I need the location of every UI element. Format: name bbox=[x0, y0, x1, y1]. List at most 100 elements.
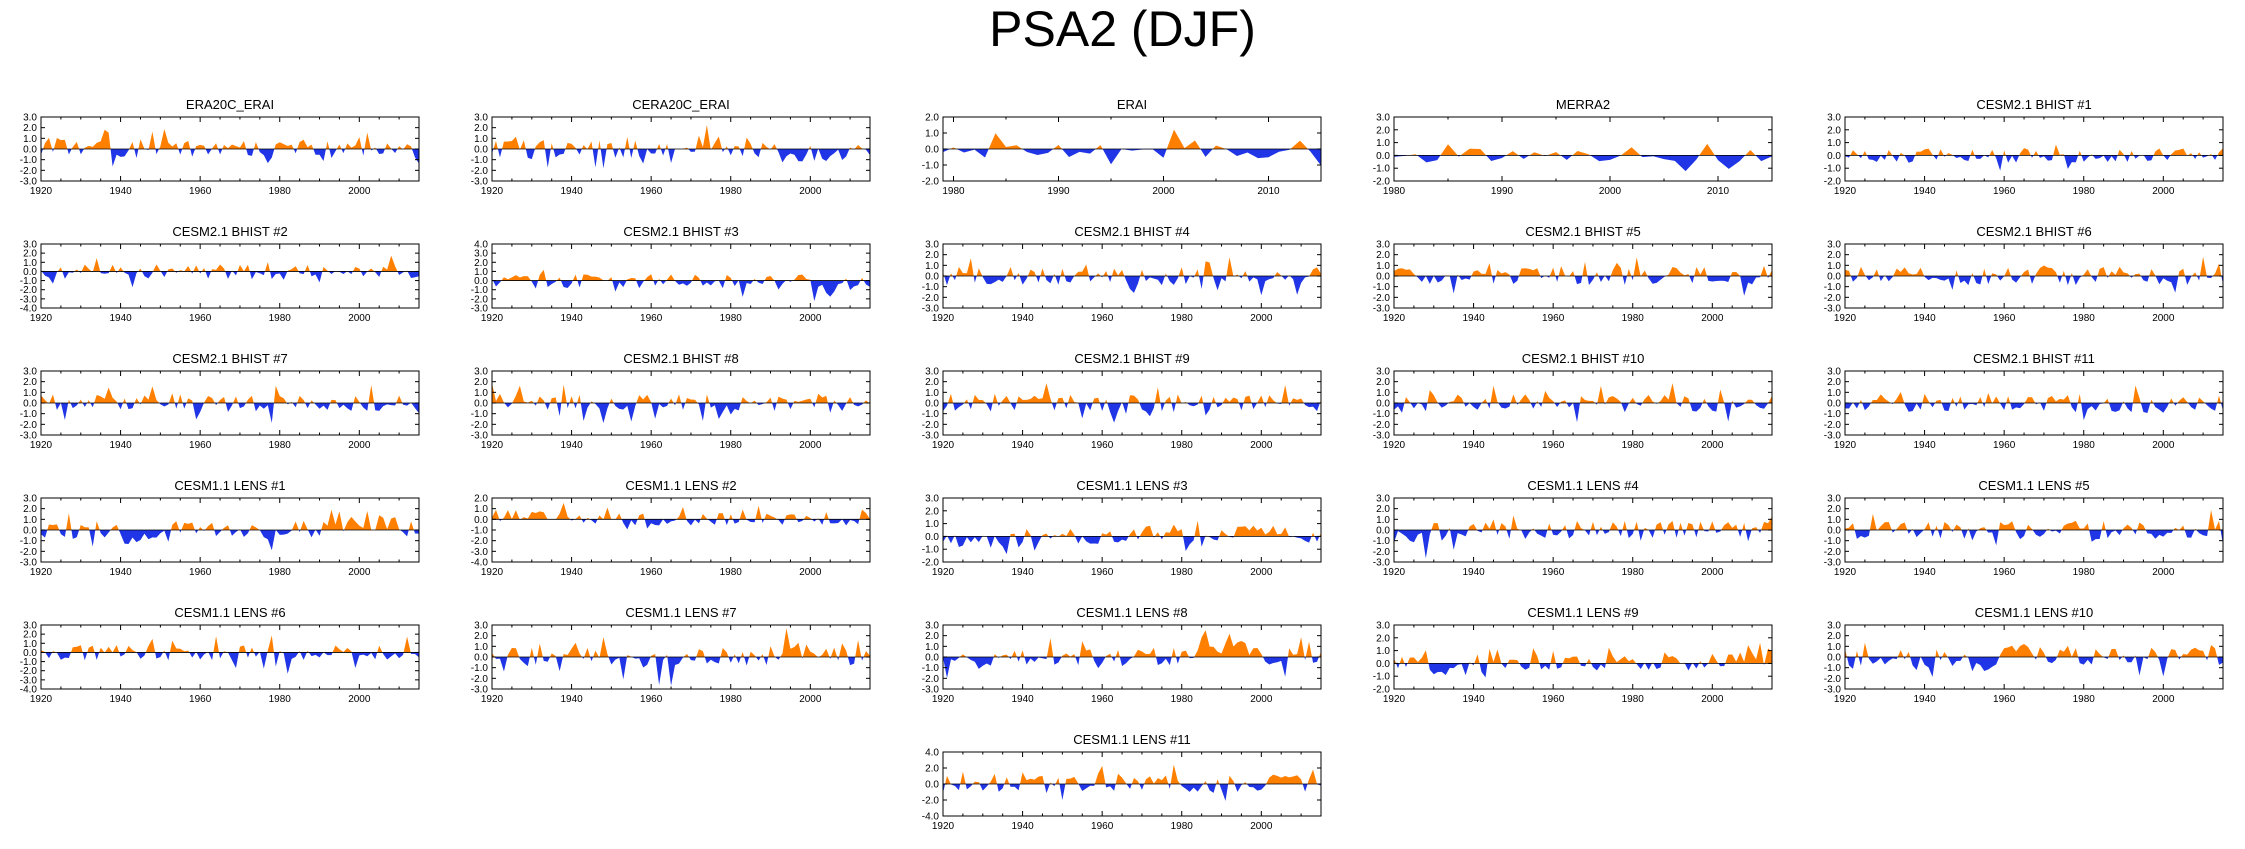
y-tick-label: -1.0 bbox=[922, 161, 940, 172]
y-tick-label: 3.0 bbox=[1376, 113, 1390, 124]
y-tick-label: -2.0 bbox=[1824, 420, 1842, 431]
y-tick-label: 2.0 bbox=[23, 123, 37, 134]
y-tick-label: 1.0 bbox=[23, 258, 37, 269]
y-tick-label: 2.0 bbox=[1827, 377, 1841, 388]
negative-anomaly-fill bbox=[1854, 530, 2223, 546]
x-tick-label: 2000 bbox=[1250, 440, 1273, 451]
x-tick-label: 1960 bbox=[1091, 440, 1114, 451]
panel-cesm1-1-lens-1: CESM1.1 LENS #1 -3.0-2.0-1.00.01.02.03.0 1… bbox=[20, 478, 420, 578]
positive-anomaly-fill bbox=[1394, 257, 1772, 276]
y-tick-label: 1.0 bbox=[23, 134, 37, 145]
x-tick-label: 1980 bbox=[720, 440, 743, 451]
y-tick-label: 2.0 bbox=[23, 630, 37, 641]
panel-title: CESM1.1 LENS #9 bbox=[1527, 605, 1638, 620]
y-tick-label: 0.0 bbox=[474, 145, 488, 156]
plot-frame bbox=[491, 497, 871, 563]
negative-anomaly-fill bbox=[944, 276, 1310, 296]
panel-title: CESM1.1 LENS #5 bbox=[1978, 478, 2089, 493]
y-tick-label: 3.0 bbox=[1376, 494, 1390, 505]
y-tick-label: -2.0 bbox=[922, 177, 940, 188]
x-tick-label: 1960 bbox=[640, 186, 663, 197]
positive-anomaly-fill bbox=[492, 383, 870, 403]
y-tick-label: -2.0 bbox=[922, 674, 940, 685]
panel-erai: ERAI -2.0 -1.0 0.0 1.0 2.0 1980 1990 2000 2010 bbox=[922, 97, 1322, 197]
y-tick-label: -2.0 bbox=[471, 420, 489, 431]
x-tick-label: 1940 bbox=[1011, 440, 1034, 451]
x-tick-label: 1960 bbox=[640, 694, 663, 705]
x-tick-label: 1940 bbox=[1462, 567, 1485, 578]
y-tick-label: 2.0 bbox=[474, 377, 488, 388]
y-tick-label: 1.0 bbox=[925, 642, 939, 653]
x-tick-label: 1960 bbox=[640, 313, 663, 324]
positive-anomaly-fill bbox=[41, 384, 412, 403]
x-tick-label: 1980 bbox=[720, 186, 743, 197]
x-tick-label: 2000 bbox=[348, 567, 371, 578]
panel-cesm1-1-lens-8: CESM1.1 LENS #8 -3.0-2.0-1.00.01.02.03.0 1… bbox=[922, 605, 1322, 705]
x-tick-label: 1990 bbox=[1047, 186, 1070, 197]
y-tick-label: 2.0 bbox=[925, 764, 939, 775]
y-tick-label: -3.0 bbox=[20, 294, 38, 305]
panel-title: CESM2.1 BHIST #3 bbox=[623, 224, 738, 239]
panel-title: CESM1.1 LENS #4 bbox=[1527, 478, 1638, 493]
x-tick-label: 1920 bbox=[1834, 313, 1857, 324]
y-tick-label: 0.0 bbox=[474, 653, 488, 664]
x-tick-label: 1980 bbox=[2073, 567, 2096, 578]
panel-era20c-erai: ERA20C_ERAI -3.0-2.0-1.00.01.02.03.0 1920 1… bbox=[20, 97, 420, 197]
y-tick-label: 3.0 bbox=[1376, 367, 1390, 378]
y-tick-label: 3.0 bbox=[1827, 621, 1841, 632]
y-tick-label: 1.0 bbox=[1376, 515, 1390, 526]
panel-title: CESM1.1 LENS #7 bbox=[625, 605, 736, 620]
x-tick-label: 1960 bbox=[640, 567, 663, 578]
x-tick-label: 1940 bbox=[1462, 440, 1485, 451]
x-tick-label: 1980 bbox=[942, 186, 965, 197]
y-tick-label: -1.0 bbox=[1373, 164, 1391, 175]
x-tick-label: 1960 bbox=[640, 440, 663, 451]
x-tick-label: 2000 bbox=[348, 186, 371, 197]
y-tick-label: -3.0 bbox=[1824, 685, 1842, 696]
y-tick-label: -3.0 bbox=[20, 675, 38, 686]
x-tick-label: 1940 bbox=[1462, 694, 1485, 705]
x-tick-label: 1980 bbox=[1622, 694, 1645, 705]
y-tick-label: 3.0 bbox=[23, 240, 37, 251]
panel-cesm1-1-lens-5: CESM1.1 LENS #5 -3.0-2.0-1.00.01.02.03.0 1… bbox=[1824, 478, 2224, 578]
y-tick-label: 0.0 bbox=[925, 653, 939, 664]
y-tick-label: 0.0 bbox=[1376, 151, 1390, 162]
y-tick-label: 3.0 bbox=[23, 621, 37, 632]
x-tick-label: 2000 bbox=[1701, 313, 1724, 324]
x-tick-label: 1940 bbox=[1913, 567, 1936, 578]
y-tick-label: 1.0 bbox=[1827, 388, 1841, 399]
x-tick-label: 1920 bbox=[30, 186, 53, 197]
negative-anomaly-fill bbox=[1394, 403, 1769, 423]
panel-title: CESM1.1 LENS #8 bbox=[1076, 605, 1187, 620]
y-tick-label: -2.0 bbox=[922, 796, 940, 807]
y-tick-label: -2.0 bbox=[20, 547, 38, 558]
x-tick-label: 1960 bbox=[1993, 186, 2016, 197]
x-tick-label: 1960 bbox=[189, 567, 212, 578]
y-tick-label: 3.0 bbox=[1827, 494, 1841, 505]
x-tick-label: 2000 bbox=[1701, 567, 1724, 578]
plot-frame bbox=[1393, 116, 1773, 182]
y-tick-label: 0.0 bbox=[925, 532, 939, 543]
y-tick-label: -1.0 bbox=[20, 536, 38, 547]
positive-anomaly-fill bbox=[492, 502, 870, 520]
y-tick-label: 0.0 bbox=[1827, 526, 1841, 537]
x-tick-label: 1920 bbox=[481, 186, 504, 197]
x-tick-label: 2000 bbox=[1701, 694, 1724, 705]
x-tick-label: 1960 bbox=[1091, 694, 1114, 705]
positive-anomaly-fill bbox=[1850, 144, 2223, 156]
y-tick-label: -2.0 bbox=[1373, 177, 1391, 188]
x-tick-label: 1960 bbox=[1993, 313, 2016, 324]
y-tick-label: 2.0 bbox=[474, 631, 488, 642]
y-tick-label: 4.0 bbox=[474, 240, 488, 251]
x-tick-label: 1940 bbox=[560, 567, 583, 578]
y-tick-label: 0.0 bbox=[474, 399, 488, 410]
positive-anomaly-fill bbox=[47, 509, 414, 530]
x-tick-label: 1960 bbox=[1993, 694, 2016, 705]
y-tick-label: 2.0 bbox=[474, 258, 488, 269]
x-tick-label: 1960 bbox=[1091, 821, 1114, 832]
x-tick-label: 2000 bbox=[1250, 694, 1273, 705]
panel-cesm2-1-bhist-6: CESM2.1 BHIST #6 -3.0-2.0-1.00.01.02.03.0… bbox=[1824, 224, 2224, 324]
y-tick-label: 1.0 bbox=[1827, 138, 1841, 149]
y-tick-label: -3.0 bbox=[1824, 304, 1842, 315]
positive-anomaly-fill bbox=[42, 129, 412, 149]
